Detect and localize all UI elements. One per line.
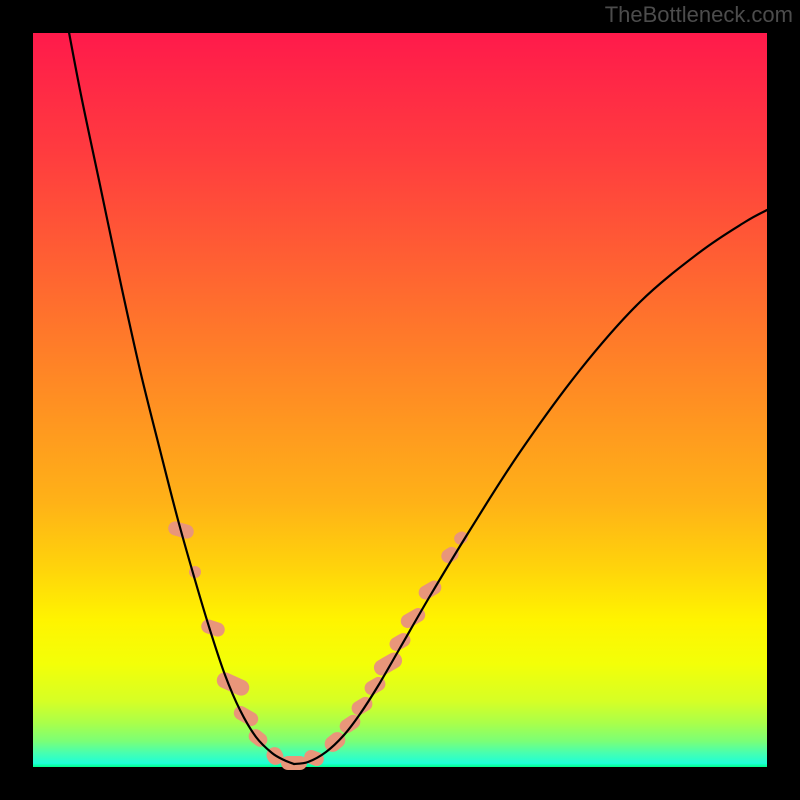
gradient-plot-area — [33, 33, 767, 767]
chart-stage: TheBottleneck.com — [0, 0, 800, 800]
watermark-text: TheBottleneck.com — [605, 2, 793, 28]
